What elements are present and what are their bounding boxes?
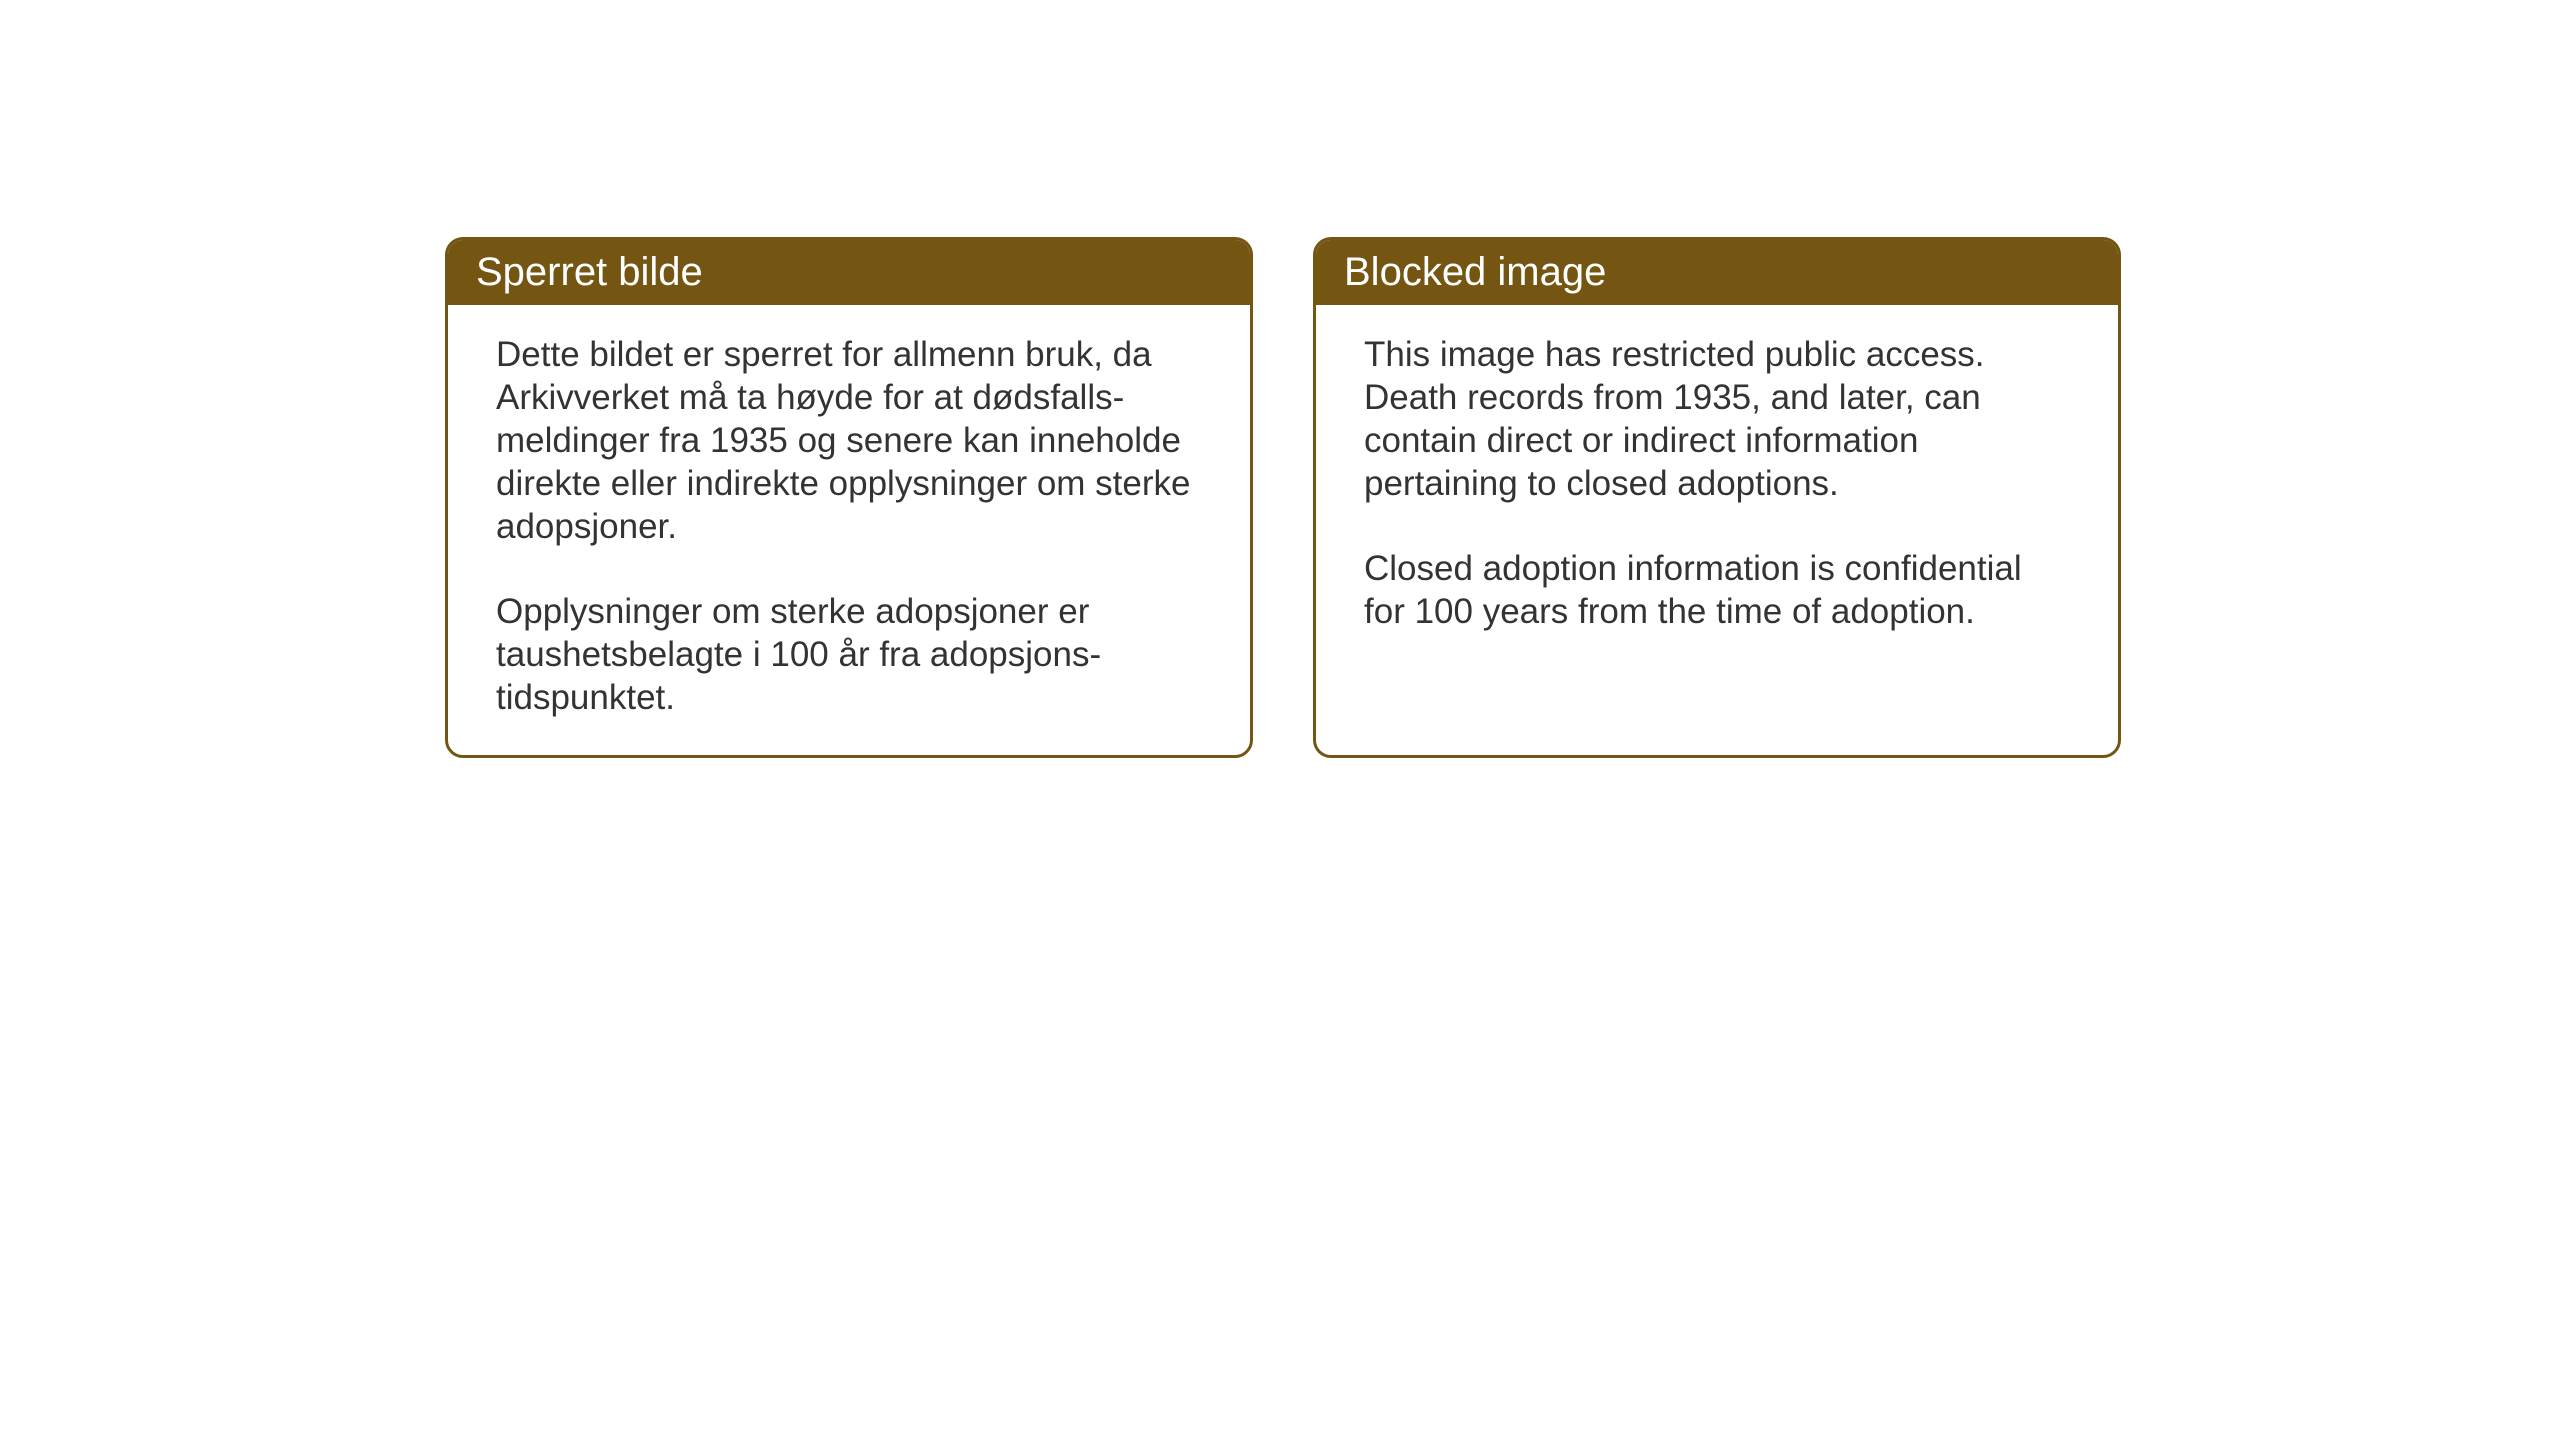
notice-paragraph: Opplysninger om sterke adopsjoner er tau… bbox=[496, 590, 1202, 719]
notice-body-norwegian: Dette bildet er sperret for allmenn bruk… bbox=[448, 305, 1250, 755]
notice-paragraph: This image has restricted public access.… bbox=[1364, 333, 2070, 505]
notice-header-norwegian: Sperret bilde bbox=[448, 240, 1250, 305]
notice-box-norwegian: Sperret bilde Dette bildet er sperret fo… bbox=[445, 237, 1253, 758]
notice-header-english: Blocked image bbox=[1316, 240, 2118, 305]
notice-box-english: Blocked image This image has restricted … bbox=[1313, 237, 2121, 758]
notice-container: Sperret bilde Dette bildet er sperret fo… bbox=[0, 0, 2560, 758]
notice-paragraph: Dette bildet er sperret for allmenn bruk… bbox=[496, 333, 1202, 548]
notice-body-english: This image has restricted public access.… bbox=[1316, 305, 2118, 725]
notice-paragraph: Closed adoption information is confident… bbox=[1364, 547, 2070, 633]
